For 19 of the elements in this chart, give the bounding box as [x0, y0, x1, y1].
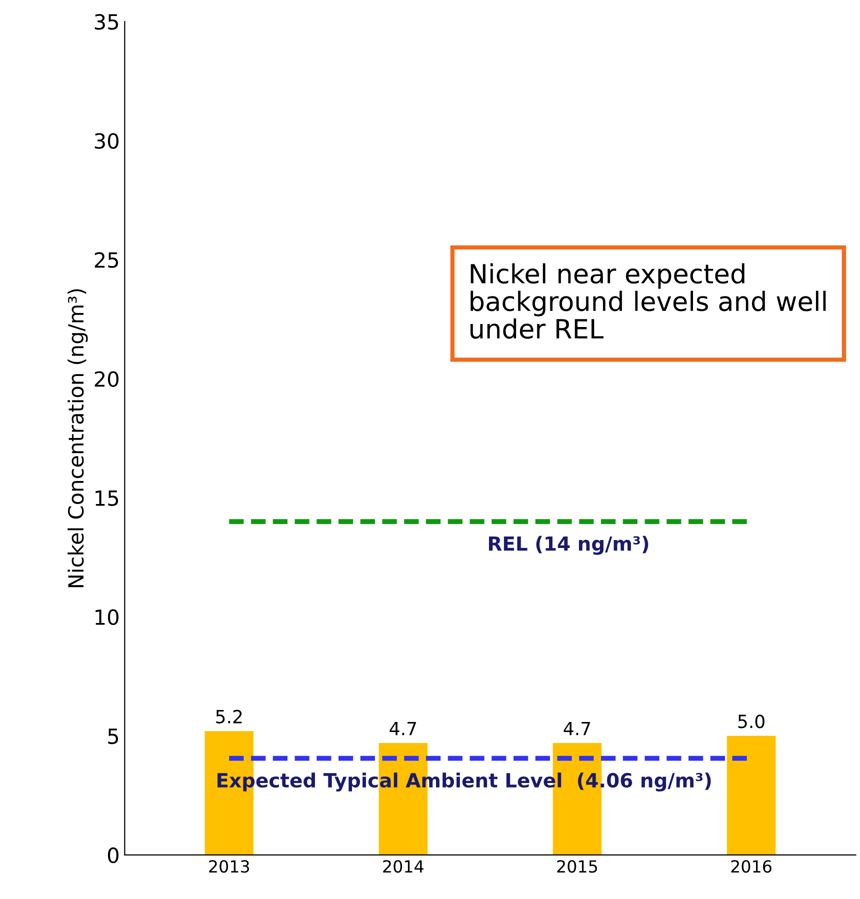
- y-tick-label: 35: [94, 14, 118, 30]
- x-tick-label: 2014: [383, 860, 424, 873]
- data-label: 5.0: [738, 714, 764, 728]
- y-tick-label: 25: [94, 252, 118, 268]
- y-tick-label: 10: [96, 609, 118, 626]
- y-tick-label: 5: [108, 728, 118, 744]
- x-tick-label: 2016: [731, 860, 772, 873]
- y-tick-label: 20: [94, 371, 118, 387]
- ref-line-label: REL (14 ng/m³): [488, 536, 648, 555]
- annotation: Nickel near expected background levels and well under REL: [470, 263, 826, 339]
- data-label: 5.2: [216, 710, 242, 724]
- data-label: 4.7: [390, 722, 416, 736]
- y-axis-title: Nickel Concentration (ng/m³): [68, 289, 88, 588]
- y-tick-label: 30: [94, 133, 118, 149]
- y-tick-label: 0: [108, 847, 118, 864]
- x-tick-label: 2015: [557, 860, 597, 873]
- y-tick-label: 15: [96, 490, 118, 506]
- x-tick-label: 2013: [209, 860, 249, 873]
- data-label: 4.7: [564, 722, 590, 736]
